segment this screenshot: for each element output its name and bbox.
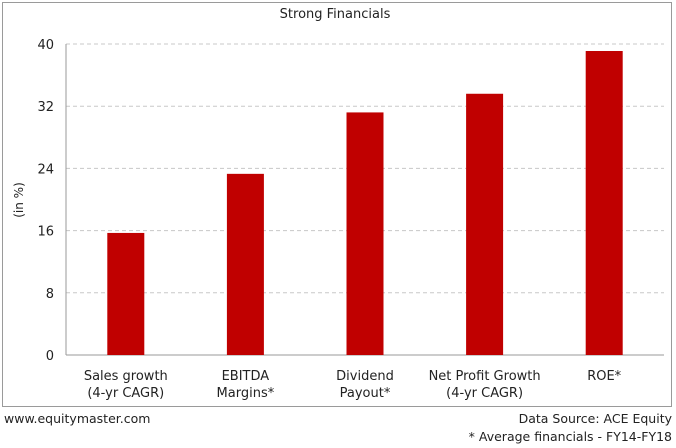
x-tick-label: EBITDA Margins* [217,369,275,401]
y-tick-label: 8 [46,287,54,302]
bar [107,232,145,355]
footnote: * Average financials - FY14-FY18 [468,429,672,444]
y-tick-label: 0 [46,349,54,364]
bar [346,112,384,355]
bar [466,93,504,355]
bar [585,50,623,356]
chart-title: Strong Financials [279,7,391,22]
y-tick-label: 40 [37,38,54,53]
x-tick-label: Net Profit Growth (4-yr CAGR) [429,369,541,401]
bar [226,173,264,355]
x-tick-label: Sales growth (4-yr CAGR) [84,369,168,401]
x-tick-label: Dividend Payout* [336,369,394,401]
website-credit: www.equitymaster.com [4,411,151,426]
x-tick-label: ROE* [587,369,621,384]
data-source: Data Source: ACE Equity [518,411,672,426]
y-tick-label: 24 [37,162,54,177]
y-tick-label: 32 [37,100,54,115]
y-tick-label: 16 [37,225,54,240]
